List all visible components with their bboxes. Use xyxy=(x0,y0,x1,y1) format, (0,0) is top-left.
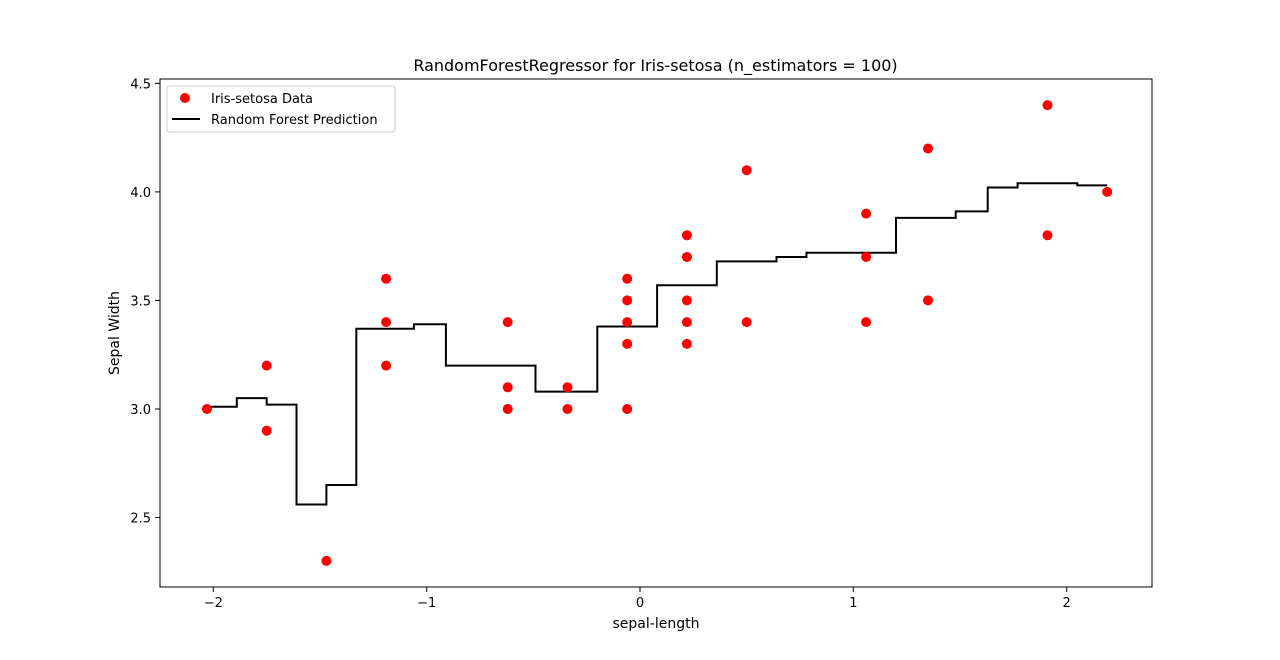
data-point xyxy=(381,273,392,284)
plot-frame xyxy=(159,78,1153,588)
x-tick-label: −2 xyxy=(204,596,223,611)
data-point xyxy=(923,143,933,154)
data-point xyxy=(681,252,692,262)
data-point xyxy=(622,338,633,349)
data-point xyxy=(681,338,692,349)
data-point xyxy=(321,555,332,566)
x-axis: −2 −1 0 1 2 xyxy=(204,587,1071,611)
y-tick-label: 4.0 xyxy=(130,186,151,201)
y-tick-label: 2.5 xyxy=(130,512,151,527)
data-point xyxy=(681,317,692,328)
data-point xyxy=(261,360,272,371)
x-tick-label: 1 xyxy=(849,596,857,611)
x-tick-label: 0 xyxy=(636,596,644,611)
legend-box xyxy=(166,85,396,133)
data-point xyxy=(681,230,692,241)
y-axis: 2.5 3.0 3.5 4.0 4.5 xyxy=(130,77,160,527)
data-point xyxy=(923,295,933,306)
x-tick-label: 2 xyxy=(1063,596,1071,611)
y-tick-label: 4.5 xyxy=(130,77,151,92)
legend-label-data: Iris-setosa Data xyxy=(211,92,313,107)
data-point xyxy=(502,404,513,414)
data-point xyxy=(861,252,872,262)
data-point xyxy=(1042,100,1053,111)
data-point xyxy=(1042,230,1053,241)
data-point xyxy=(502,382,513,393)
data-point xyxy=(681,295,692,306)
data-point xyxy=(1102,186,1113,197)
y-tick-label: 3.5 xyxy=(130,294,151,309)
y-tick-label: 3.0 xyxy=(130,403,151,418)
legend-label-prediction: Random Forest Prediction xyxy=(211,113,378,128)
data-point xyxy=(562,404,573,414)
data-point xyxy=(261,425,272,436)
data-point xyxy=(622,317,633,328)
legend: Iris-setosa Data Random Forest Predictio… xyxy=(166,85,396,133)
data-point xyxy=(622,273,633,284)
data-point xyxy=(861,317,872,328)
data-point xyxy=(622,404,633,414)
data-point xyxy=(381,317,392,328)
data-point xyxy=(622,295,633,306)
data-point xyxy=(381,360,392,371)
legend-marker-data xyxy=(180,93,190,103)
x-axis-label: sepal-length xyxy=(613,616,700,632)
data-point xyxy=(861,208,872,219)
y-axis-label: Sepal Width xyxy=(107,291,123,375)
chart-title: RandomForestRegressor for Iris-setosa (n… xyxy=(413,56,897,76)
data-point xyxy=(201,404,212,414)
data-point xyxy=(562,382,573,393)
data-point xyxy=(741,317,752,328)
x-tick-label: −1 xyxy=(417,596,436,611)
data-point xyxy=(741,165,752,176)
data-points-layer xyxy=(201,100,1113,566)
data-point xyxy=(502,317,513,328)
plot-area xyxy=(201,100,1113,566)
